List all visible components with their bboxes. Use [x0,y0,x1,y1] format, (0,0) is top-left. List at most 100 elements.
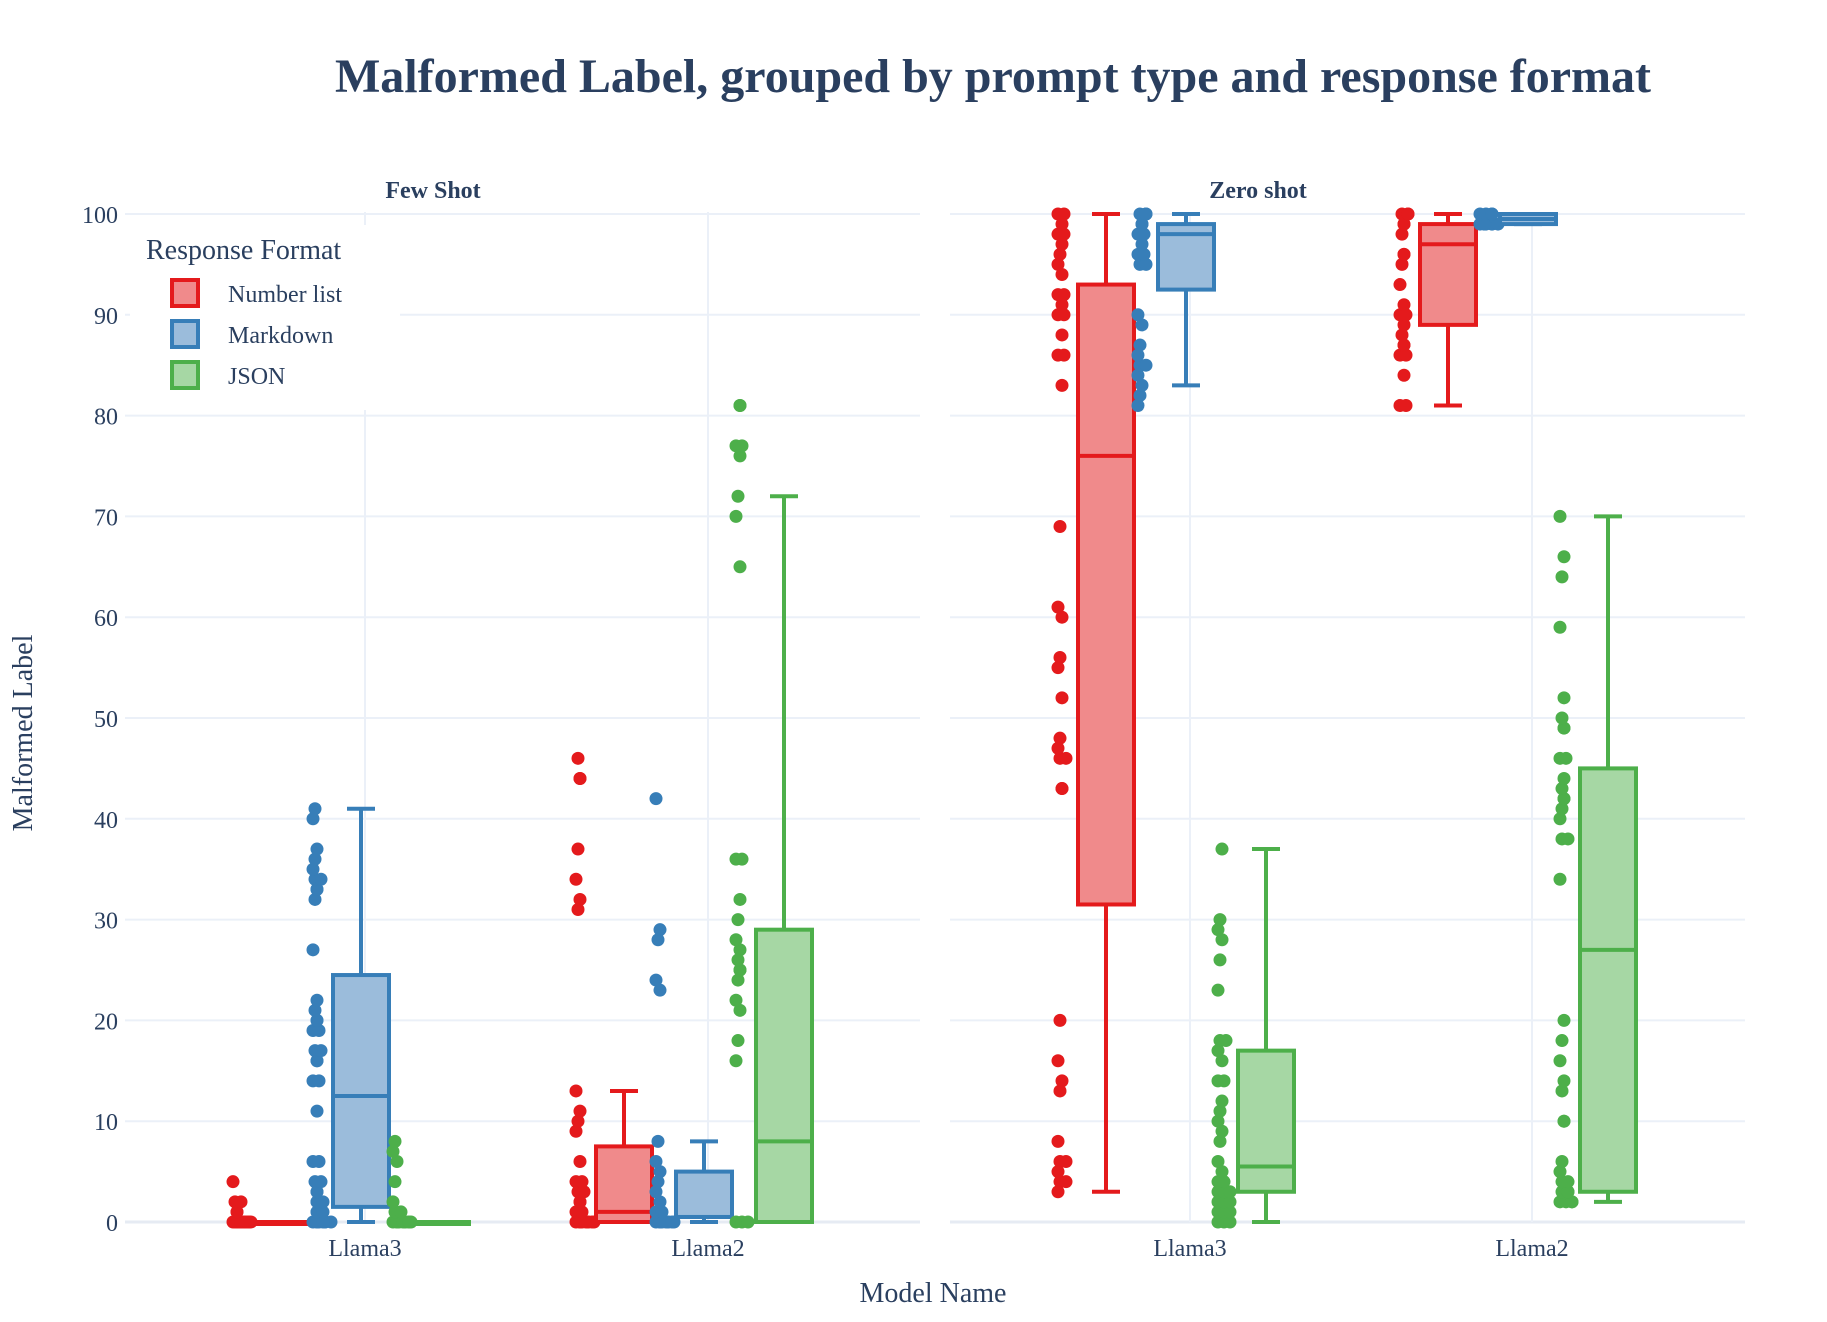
data-point [310,882,324,896]
data-point [1397,368,1411,382]
data-point [1055,782,1069,796]
data-point [569,872,583,886]
data-point [314,1175,328,1189]
data-point [1057,348,1071,362]
data-point [1555,1034,1569,1048]
box [1578,766,1638,1194]
data-point [1397,298,1411,312]
data-point [1055,328,1069,342]
y-tick-label: 10 [94,1110,118,1136]
data-point [1131,368,1145,382]
y-axis-title: Malformed Label [8,634,39,831]
data-point [733,1003,747,1017]
data-point [1213,913,1227,927]
facet-title: Zero shot [1209,178,1307,204]
data-point [314,1044,328,1058]
data-point [653,923,667,937]
x-tick-label: Llama3 [1153,1236,1226,1262]
data-point [1565,1195,1579,1209]
data-point [1213,953,1227,967]
data-point [1223,1215,1237,1229]
data-point [1055,610,1069,624]
data-point [1557,771,1571,785]
legend-title: Response Format [146,235,341,266]
box-group [226,1175,311,1229]
data-point [1055,298,1069,312]
data-point [1395,328,1409,342]
data-point [1215,933,1229,947]
data-point [1557,691,1571,705]
data-point [1137,227,1151,241]
box-group [729,399,814,1229]
data-point [1133,388,1147,402]
data-point [735,439,749,453]
data-point [733,560,747,574]
data-point [1053,519,1067,533]
data-point [573,1195,587,1209]
data-point [575,1175,589,1189]
data-point [316,1205,330,1219]
data-point [733,399,747,413]
data-point [1555,782,1569,796]
data-point [1053,1013,1067,1027]
y-tick-label: 40 [94,808,118,834]
data-point [1553,509,1567,523]
data-point [1401,207,1415,221]
data-point [1133,338,1147,352]
box-group [386,1134,471,1229]
box [1418,222,1478,327]
data-point [1215,1054,1229,1068]
data-point [573,771,587,785]
legend-item-label: JSON [228,364,285,390]
y-tick-label: 70 [94,505,118,531]
data-point [1053,651,1067,665]
y-tick-label: 60 [94,606,118,632]
data-point [1059,1175,1073,1189]
data-point [1057,207,1071,221]
box [674,1169,734,1219]
data-point [1051,741,1065,755]
data-point [388,1175,402,1189]
data-point [731,973,745,987]
data-point [1485,207,1499,221]
data-point [312,1023,326,1037]
data-point [651,933,665,947]
x-tick-label: Llama2 [671,1236,744,1262]
data-point [1057,227,1071,241]
data-point [573,892,587,906]
chart-title: Malformed Label, grouped by prompt type … [335,50,1651,103]
data-point [731,1034,745,1048]
data-point [1055,691,1069,705]
data-point [1561,1175,1575,1189]
data-point [1135,378,1149,392]
box [1236,1048,1296,1194]
data-point [1553,620,1567,634]
data-point [575,1205,589,1219]
data-point [571,751,585,765]
legend: Response Format Number list Markdown JSON [130,225,400,410]
x-tick-label: Llama2 [1495,1236,1568,1262]
data-point [569,1084,583,1098]
data-point [1399,399,1413,413]
y-tick-label: 50 [94,707,118,733]
data-point [306,943,320,957]
data-point [1131,399,1145,413]
data-point [1051,600,1065,614]
data-point [230,1205,244,1219]
data-point [1397,318,1411,332]
box [331,973,391,1209]
data-point [729,1054,743,1068]
data-point [1053,731,1067,745]
box [594,1144,654,1225]
box-group [649,792,734,1229]
data-point [569,1124,583,1138]
data-point [733,943,747,957]
box-group [1051,207,1136,1199]
data-point [649,973,663,987]
x-tick-label: Llama3 [328,1236,401,1262]
data-point [1559,751,1573,765]
data-point [1395,227,1409,241]
data-point [577,1185,591,1199]
data-point [1135,217,1149,231]
data-point [573,1155,587,1169]
